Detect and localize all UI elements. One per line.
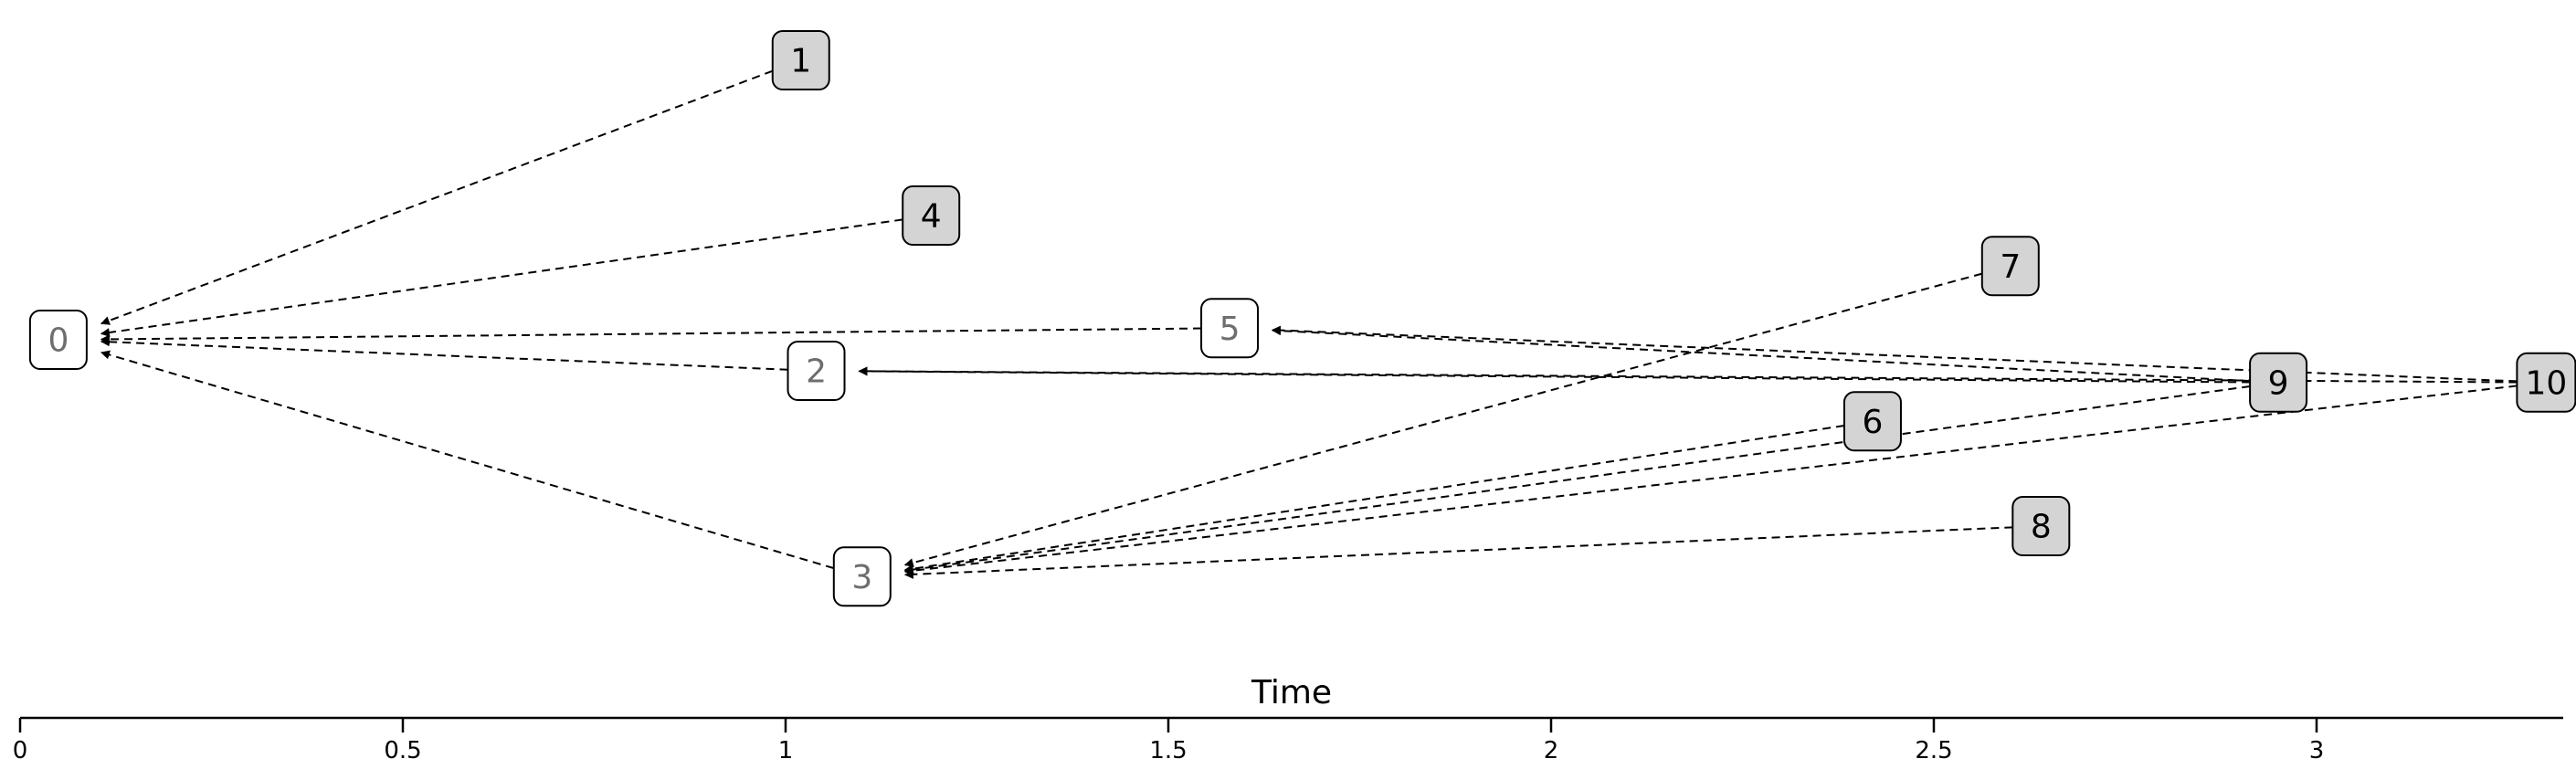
edge-10-to-3 bbox=[903, 385, 2518, 575]
node-label: 2 bbox=[806, 353, 827, 391]
node-box bbox=[1842, 391, 1902, 452]
edge-4-to-0 bbox=[100, 218, 903, 337]
node-box bbox=[832, 546, 892, 607]
edge-5-to-0 bbox=[100, 327, 1202, 344]
axis-tick-label: 2.5 bbox=[1915, 737, 1952, 764]
edge-9-to-5 bbox=[1272, 326, 2251, 383]
nodes-layer: 0 1 2 3 4 5 6 7 8 9 10 bbox=[28, 30, 2576, 607]
node-7[interactable]: 7 bbox=[1980, 236, 2040, 297]
node-label: 1 bbox=[790, 43, 811, 80]
node-label: 5 bbox=[1219, 311, 1240, 348]
edges-layer bbox=[100, 69, 2518, 579]
node-9[interactable]: 9 bbox=[2249, 352, 2308, 413]
node-label: 7 bbox=[2000, 248, 2021, 286]
node-3[interactable]: 3 bbox=[832, 546, 892, 607]
node-box bbox=[2516, 352, 2576, 413]
time-axis: Time 0 0.5 1 1.5 2 2.5 3 bbox=[13, 674, 2563, 764]
node-label: 6 bbox=[1863, 404, 1884, 441]
edge-8-to-3 bbox=[903, 526, 2013, 579]
axis-tick-label: 1 bbox=[778, 737, 794, 764]
node-box bbox=[28, 310, 88, 370]
node-box bbox=[787, 341, 846, 401]
axis-ticks: 0 0.5 1 1.5 2 2.5 3 bbox=[13, 718, 2325, 764]
node-box bbox=[771, 30, 830, 90]
edge-3-to-0 bbox=[100, 350, 835, 570]
node-1[interactable]: 1 bbox=[771, 30, 830, 90]
edge-7-to-3 bbox=[903, 272, 1983, 568]
node-box bbox=[2249, 352, 2308, 413]
axis-tick-label: 3 bbox=[2309, 737, 2325, 764]
edge-10-to-5 bbox=[1272, 325, 2518, 383]
edge-1-to-0 bbox=[100, 69, 774, 325]
node-2[interactable]: 2 bbox=[787, 341, 846, 401]
axis-tick-label: 0 bbox=[13, 737, 28, 764]
node-label: 8 bbox=[2031, 509, 2052, 546]
node-0[interactable]: 0 bbox=[28, 310, 88, 370]
node-label: 3 bbox=[851, 559, 872, 596]
edge-10-to-2 bbox=[858, 366, 2518, 384]
node-4[interactable]: 4 bbox=[902, 185, 961, 246]
node-label: 0 bbox=[48, 322, 69, 360]
node-box bbox=[1200, 298, 1260, 359]
node-label: 9 bbox=[2268, 364, 2289, 402]
node-label: 10 bbox=[2525, 364, 2567, 402]
axis-tick-label: 0.5 bbox=[384, 737, 421, 764]
edge-9-to-3 bbox=[903, 385, 2251, 574]
edge-2-to-0 bbox=[100, 337, 788, 371]
node-box bbox=[1980, 236, 2040, 297]
node-8[interactable]: 8 bbox=[2011, 496, 2071, 556]
node-box bbox=[902, 185, 961, 246]
axis-title: Time bbox=[1251, 674, 1332, 711]
axis-tick-label: 2 bbox=[1544, 737, 1559, 764]
edge-6-to-3 bbox=[903, 425, 1845, 574]
node-5[interactable]: 5 bbox=[1200, 298, 1260, 359]
node-6[interactable]: 6 bbox=[1842, 391, 1902, 452]
node-10[interactable]: 10 bbox=[2516, 352, 2576, 413]
axis-tick-label: 1.5 bbox=[1149, 737, 1187, 764]
node-label: 4 bbox=[921, 198, 942, 236]
node-box bbox=[2011, 496, 2071, 556]
